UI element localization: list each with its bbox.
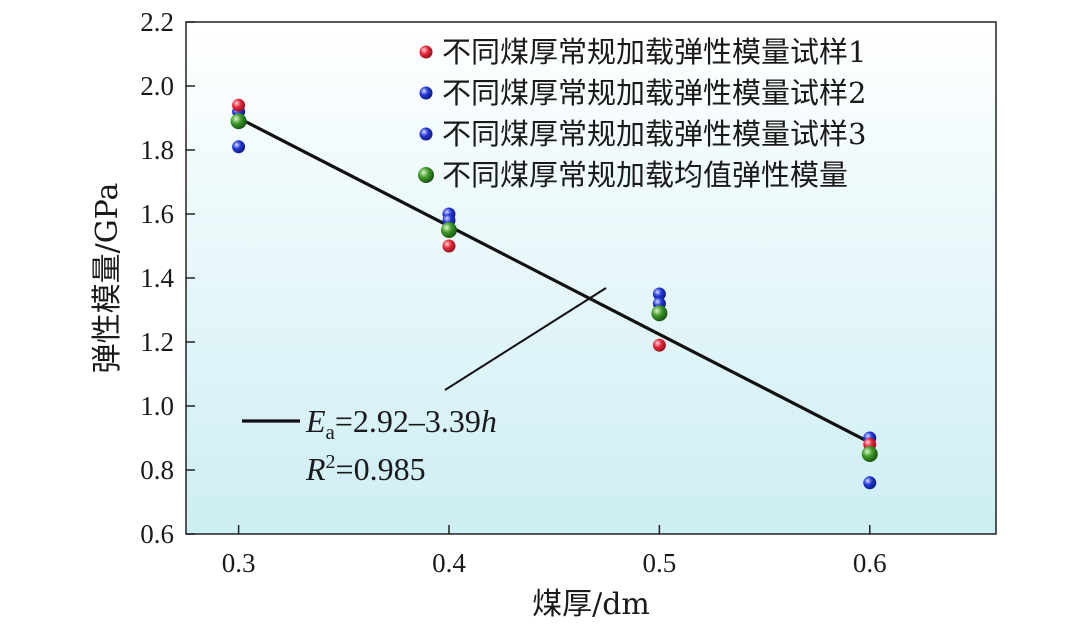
x-tick-label: 0.4 (432, 548, 466, 578)
y-tick-label: 1.4 (140, 263, 174, 293)
legend-marker (419, 45, 433, 59)
data-point-series-4 (651, 305, 668, 322)
annotation-leader-line (444, 287, 607, 391)
plot-area (185, 21, 997, 535)
data-points (230, 98, 878, 490)
y-tick-label: 2.2 (140, 7, 174, 37)
y-tick-label: 1.8 (140, 135, 174, 165)
equation-subscript: a (326, 420, 336, 444)
fit-equation: Ea=2.92–3.39h (305, 403, 497, 444)
legend-marker (419, 127, 433, 141)
fit-line (237, 116, 871, 444)
data-point-series-1 (232, 98, 246, 112)
equation-var2: h (481, 403, 497, 439)
legend: 不同煤厚常规加载弹性模量试样1 不同煤厚常规加载弹性模量试样2 不同煤厚常规加载弹性… (418, 35, 866, 192)
data-point-series-4 (861, 446, 878, 462)
legend-label: 不同煤厚常规加载弹性模量试样2 (442, 76, 866, 110)
r2-superscript: 2 (326, 451, 336, 473)
data-point-series-4 (440, 222, 457, 238)
r-squared: R2=0.985 (305, 451, 426, 487)
data-point-series-3 (652, 287, 666, 301)
x-axis: 0.3 0.4 0.5 0.6 (222, 525, 887, 578)
legend-marker (418, 167, 434, 183)
legend-label: 不同煤厚常规加载弹性模量试样1 (442, 35, 866, 69)
legend-marker (419, 86, 433, 100)
y-tick-label: 2.0 (140, 71, 174, 101)
r2-var: R (305, 451, 326, 487)
y-tick-label: 1.6 (140, 199, 174, 229)
data-point-series-3 (863, 476, 877, 490)
data-point-series-4 (230, 113, 247, 130)
y-tick-label: 0.8 (140, 455, 174, 485)
y-tick-label: 0.6 (140, 519, 174, 549)
x-tick-label: 0.6 (853, 548, 887, 578)
y-axis: 0.6 0.8 1.0 1.2 1.4 1.6 1.8 2.0 2.2 (140, 7, 195, 549)
data-point-series-3 (232, 140, 246, 154)
legend-label: 不同煤厚常规加载均值弹性模量 (442, 158, 848, 192)
y-axis-title: 弹性模量/GPa (90, 182, 125, 373)
x-tick-label: 0.3 (222, 548, 256, 578)
x-tick-label: 0.5 (643, 548, 677, 578)
x-axis-title: 煤厚/dm (532, 587, 650, 622)
y-tick-label: 1.2 (140, 327, 174, 357)
equation-body: =2.92–3.39 (335, 403, 481, 439)
data-point-series-1 (652, 338, 666, 352)
equation-var: E (305, 403, 326, 439)
r2-value: =0.985 (336, 451, 426, 487)
y-tick-label: 1.0 (140, 391, 174, 421)
legend-label: 不同煤厚常规加载弹性模量试样3 (442, 117, 866, 151)
data-point-series-1 (442, 239, 456, 253)
